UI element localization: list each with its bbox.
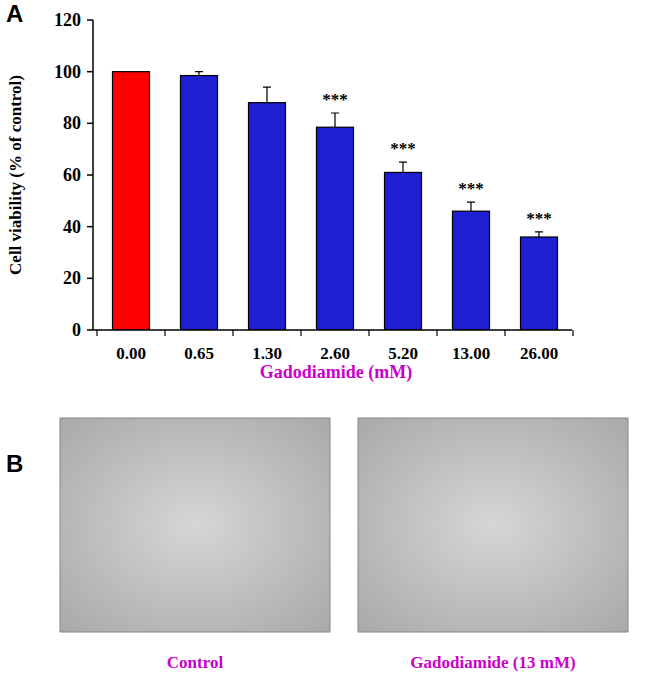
bar — [521, 237, 558, 330]
x-tick-label: 2.60 — [320, 344, 350, 363]
bar — [249, 103, 286, 330]
x-tick-label: 0.65 — [184, 344, 214, 363]
y-tick — [87, 329, 93, 331]
y-tick — [87, 71, 93, 73]
significance: *** — [390, 139, 416, 158]
bar — [317, 127, 354, 330]
significance: *** — [526, 209, 552, 228]
error-bar — [467, 202, 475, 211]
y-tick-label: 100 — [54, 62, 81, 82]
y-tick — [87, 19, 93, 21]
error-bar — [195, 72, 203, 76]
error-bar — [535, 232, 543, 237]
bar — [385, 172, 422, 330]
y-tick-label: 0 — [72, 320, 81, 340]
bar — [453, 211, 490, 330]
image-caption: Control — [167, 653, 224, 672]
error-bar — [263, 87, 271, 103]
x-tick-divider — [232, 330, 233, 336]
y-tick-label: 20 — [63, 268, 81, 288]
x-tick-divider — [300, 330, 301, 336]
image-caption: Gadodiamide (13 mM) — [410, 653, 575, 672]
micrograph — [358, 418, 628, 632]
bars — [113, 72, 558, 330]
x-tick-divider — [368, 330, 369, 336]
error-bar — [399, 162, 407, 172]
y-tick-label: 40 — [63, 217, 81, 237]
x-tick-divider — [504, 330, 505, 336]
x-tick-divider — [572, 330, 573, 336]
y-tick-label: 80 — [63, 113, 81, 133]
x-tick-label: 26.00 — [520, 344, 558, 363]
bar — [113, 72, 150, 330]
y-tick — [87, 174, 93, 176]
x-tick-label: 13.00 — [452, 344, 490, 363]
significance: *** — [322, 90, 348, 109]
x-tick-label: 0.00 — [116, 344, 146, 363]
panel-label: A — [6, 0, 23, 27]
y-tick — [87, 278, 93, 280]
significance: *** — [458, 179, 484, 198]
x-tick-divider — [96, 330, 97, 336]
micrograph — [60, 418, 330, 632]
x-tick-divider — [164, 330, 165, 336]
y-tick-label: 120 — [54, 10, 81, 30]
y-axis-label: Cell viability (% of control) — [6, 75, 25, 275]
x-tick-label: 5.20 — [388, 344, 418, 363]
bar — [181, 76, 218, 330]
y-tick — [87, 226, 93, 228]
figure: A *** *** *** *** 0 20 40 60 80 100 120 0.00 0.65 1.30… — [0, 0, 657, 679]
x-tick-label: 1.30 — [252, 344, 282, 363]
y-tick — [87, 123, 93, 125]
panel-label: B — [6, 450, 23, 477]
x-tick-divider — [436, 330, 437, 336]
y-tick-label: 60 — [63, 165, 81, 185]
error-bar — [331, 113, 339, 127]
x-axis-label: Gadodiamide (mM) — [260, 362, 413, 383]
